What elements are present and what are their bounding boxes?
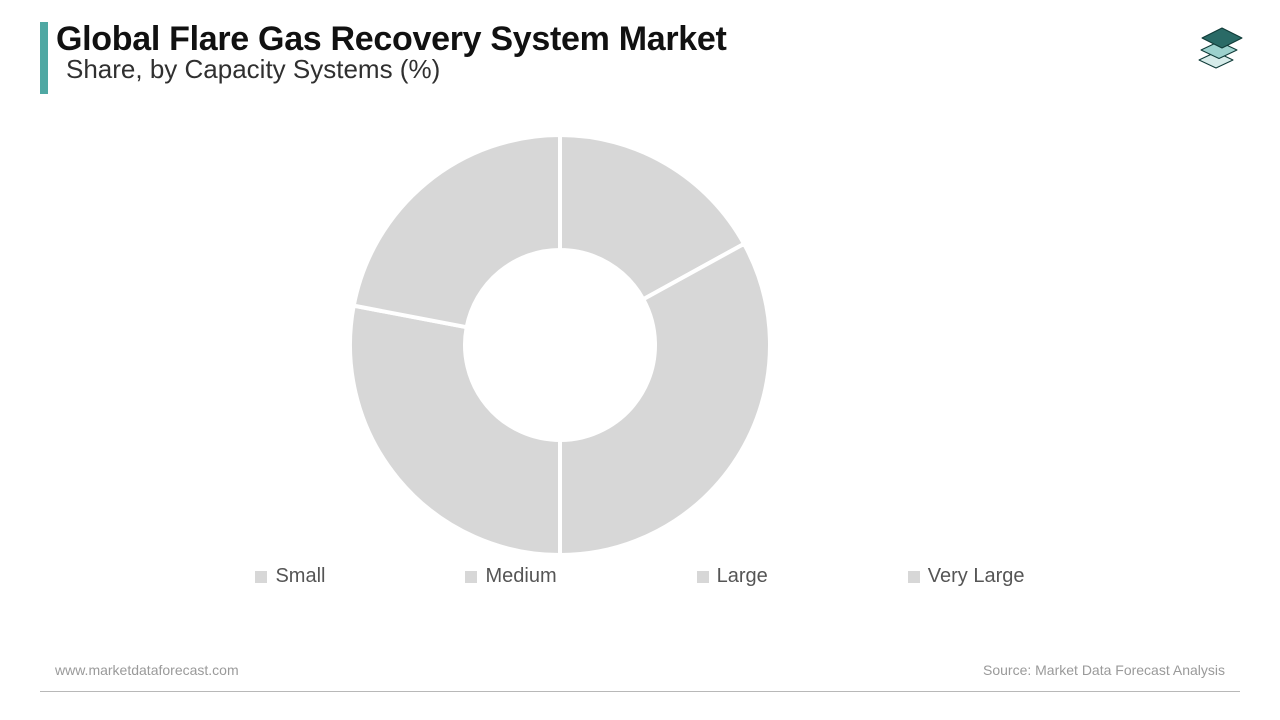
accent-bar <box>40 22 48 94</box>
legend-item: Very Large <box>908 565 1025 588</box>
brand-logo-icon <box>1192 20 1248 76</box>
legend-label: Small <box>275 565 325 588</box>
footer-url: www.marketdataforecast.com <box>55 662 239 678</box>
footer-source: Source: Market Data Forecast Analysis <box>983 662 1225 678</box>
legend-label: Medium <box>485 565 556 588</box>
donut-chart <box>0 125 1280 570</box>
legend-label: Large <box>717 565 768 588</box>
title-main: Global Flare Gas Recovery System Market <box>56 22 727 58</box>
donut-slice <box>350 306 560 555</box>
footer-divider <box>40 691 1240 692</box>
legend-swatch <box>465 571 477 583</box>
legend-item: Small <box>255 565 325 588</box>
title-block: Global Flare Gas Recovery System Market … <box>40 22 727 94</box>
title-sub: Share, by Capacity Systems (%) <box>56 56 727 83</box>
legend-swatch <box>255 571 267 583</box>
legend-label: Very Large <box>928 565 1025 588</box>
legend-swatch <box>908 571 920 583</box>
chart-legend: Small Medium Large Very Large <box>0 565 1280 588</box>
legend-item: Medium <box>465 565 556 588</box>
title-text: Global Flare Gas Recovery System Market … <box>56 22 727 83</box>
legend-item: Large <box>697 565 768 588</box>
donut-slice <box>560 244 770 555</box>
legend-swatch <box>697 571 709 583</box>
donut-slice <box>354 135 560 327</box>
